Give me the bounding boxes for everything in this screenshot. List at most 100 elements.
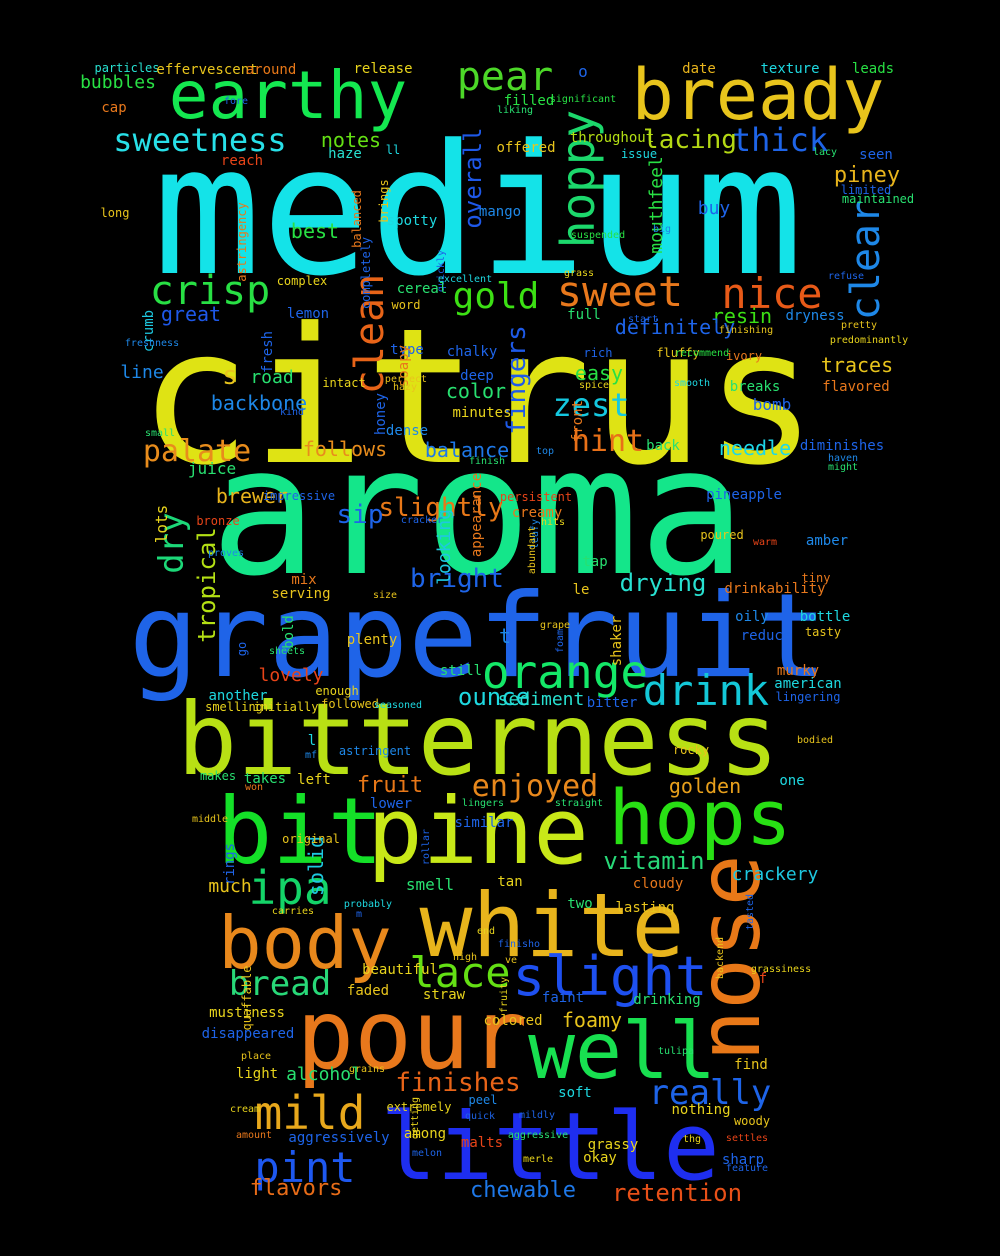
- word-foamy: foamy: [561, 1008, 623, 1032]
- word-extremely: extremely: [386, 1100, 452, 1114]
- word-fore: fore: [223, 96, 249, 107]
- word-colored: colored: [483, 1013, 543, 1029]
- word-grass: grass: [563, 268, 595, 279]
- word-traces: traces: [820, 353, 894, 377]
- word-completely: completely: [359, 236, 373, 310]
- word-straight: straight: [554, 798, 604, 809]
- word-fresh: fresh: [260, 330, 276, 374]
- word-won: won: [244, 782, 264, 793]
- word-mix: mix: [291, 572, 317, 588]
- word-ivory: ivory: [725, 349, 763, 363]
- word-bottle: bottle: [799, 609, 851, 625]
- word-high: high: [452, 952, 478, 963]
- word-brewer: brewer: [215, 484, 289, 508]
- word-liking: liking: [496, 105, 534, 116]
- word-perfect: perfect: [384, 374, 428, 385]
- word-pineapple: pineapple: [706, 487, 782, 503]
- word-resin: resin: [711, 304, 773, 328]
- word-minutes: minutes: [452, 405, 512, 421]
- word-balance: balance: [424, 438, 510, 462]
- word-orange: orange: [481, 645, 649, 699]
- word-aggressive: aggressive: [507, 1130, 569, 1141]
- word-refuse: refuse: [827, 271, 865, 282]
- word-limited: limited: [840, 183, 892, 197]
- word-little: little: [380, 1093, 720, 1202]
- word-earthy: earthy: [168, 57, 408, 134]
- word-drink: drink: [642, 666, 770, 715]
- word-pint: pint: [254, 1143, 356, 1192]
- word-aggressively: aggressively: [288, 1130, 390, 1146]
- word-flavors: flavors: [249, 1176, 343, 1201]
- word-freshness: freshness: [124, 338, 180, 349]
- word-bready: bready: [631, 54, 885, 136]
- word-throughout: throughout: [569, 130, 655, 146]
- word-slight: slight: [512, 945, 708, 1008]
- word-maintained: maintained: [841, 192, 915, 206]
- word-body: body: [218, 901, 392, 985]
- word-serving: serving: [271, 586, 331, 602]
- word-golden: golden: [668, 774, 742, 798]
- word-bitterness: bitterness: [176, 681, 780, 798]
- word-tap: tap: [582, 554, 608, 570]
- word-another: another: [208, 688, 268, 704]
- word-word: word: [391, 298, 421, 312]
- word-backbone: backbone: [210, 391, 308, 415]
- word-astringency: astringency: [235, 202, 249, 282]
- word-white: white: [419, 874, 685, 977]
- word-mild: mild: [254, 1086, 366, 1140]
- word-astringent: astringent: [338, 744, 412, 758]
- word-enjoyed: enjoyed: [471, 769, 599, 804]
- word-particles: particles: [94, 61, 160, 75]
- word-cap: cap: [101, 100, 127, 116]
- word-effervescent: effervescent: [156, 62, 258, 78]
- word-vitamin: vitamin: [603, 847, 705, 875]
- word-aroma: aroma: [210, 408, 746, 615]
- word-pour: pour: [296, 979, 528, 1091]
- word-thg: thg: [682, 1134, 702, 1145]
- word-lasting: lasting: [615, 900, 675, 916]
- word-well: well: [528, 1007, 716, 1097]
- word-amount: amount: [235, 1130, 273, 1141]
- word-f: f: [758, 971, 768, 987]
- word-sharp: sharp: [721, 1152, 765, 1168]
- word-filled: filled: [503, 93, 555, 109]
- word-malts: malts: [460, 1135, 504, 1151]
- word-beautiful: beautiful: [362, 962, 438, 978]
- word-front: front: [570, 399, 586, 443]
- word-sweet: sweet: [556, 267, 684, 316]
- word-lacy: lacy: [812, 147, 838, 158]
- word-slightly: slightly: [378, 493, 504, 523]
- word-complex: complex: [276, 274, 328, 288]
- word-grassiness: grassiness: [750, 964, 812, 975]
- word-sweetness: sweetness: [113, 121, 287, 159]
- word-crackery: crackery: [731, 864, 819, 885]
- word-cloudy: cloudy: [632, 876, 684, 892]
- word-finishes: finishes: [395, 1068, 521, 1098]
- word-soft: soft: [558, 1085, 592, 1101]
- word-settles: settles: [725, 1133, 769, 1144]
- word-ipa: ipa: [248, 861, 332, 915]
- word-chalky: chalky: [446, 344, 498, 360]
- word-makes: makes: [199, 769, 237, 783]
- word-one: one: [779, 773, 805, 789]
- word-proves: proves: [207, 548, 245, 559]
- word-lace: lace: [409, 948, 511, 997]
- word-bit: bit: [216, 778, 384, 885]
- word-might: might: [827, 462, 859, 473]
- word-drinking: drinking: [633, 992, 701, 1008]
- word-grains: grains: [348, 1064, 386, 1075]
- word-piney: piney: [833, 163, 901, 188]
- word-chewable: chewable: [470, 1178, 576, 1203]
- word-really: really: [648, 1073, 772, 1113]
- word-tropical: tropical: [193, 527, 221, 643]
- word-lacing: lacing: [643, 125, 737, 155]
- word-cracker: cracker: [400, 515, 444, 526]
- word-middle: middle: [191, 814, 229, 825]
- word-dense: dense: [385, 423, 429, 439]
- word-significant: significant: [549, 94, 617, 105]
- word-retention: retention: [611, 1179, 743, 1207]
- word-drying: drying: [619, 569, 707, 597]
- word-offered: offered: [496, 140, 556, 156]
- word-needle: needle: [718, 436, 792, 460]
